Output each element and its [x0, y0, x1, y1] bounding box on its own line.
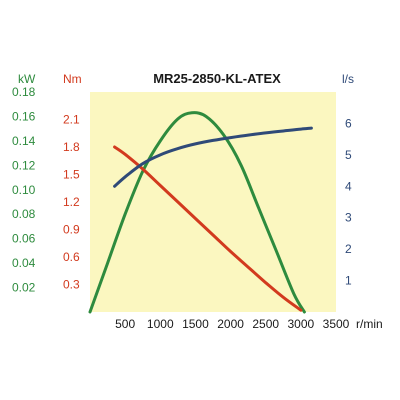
power-tick-label: 0.18: [12, 85, 36, 99]
plot-area: [90, 92, 336, 312]
flow-unit-label: l/s: [342, 72, 354, 86]
torque-unit-label: Nm: [63, 72, 82, 86]
x-tick-label: 3500: [323, 317, 350, 331]
x-tick-label: 2000: [217, 317, 244, 331]
flow-curve: [113, 126, 313, 188]
x-tick-label: 3000: [288, 317, 315, 331]
torque-tick-label: 1.8: [63, 140, 80, 154]
power-tick-label: 0.12: [12, 158, 36, 172]
torque-tick-label: 0.6: [63, 250, 80, 264]
torque-curve: [113, 145, 303, 312]
power-tick-label: 0.16: [12, 109, 36, 123]
chart-title: MR25-2850-KL-ATEX: [153, 71, 281, 86]
flow-tick-label: 3: [345, 211, 352, 225]
x-tick-label: 2500: [252, 317, 279, 331]
x-unit-label: r/min: [356, 317, 383, 331]
x-tick-label: 1500: [182, 317, 209, 331]
power-unit-label: kW: [18, 72, 36, 86]
power-tick-label: 0.02: [12, 281, 36, 295]
power-tick-label: 0.14: [12, 134, 36, 148]
torque-tick-label: 2.1: [63, 113, 80, 127]
x-tick-label: 500: [115, 317, 135, 331]
power-tick-label: 0.06: [12, 232, 36, 246]
torque-tick-label: 0.3: [63, 278, 80, 292]
torque-tick-label: 1.5: [63, 168, 80, 182]
power-tick-label: 0.10: [12, 183, 36, 197]
flow-tick-label: 6: [345, 116, 352, 130]
flow-tick-label: 4: [345, 179, 352, 193]
flow-tick-label: 5: [345, 148, 352, 162]
power-tick-label: 0.08: [12, 207, 36, 221]
flow-tick-label: 2: [345, 242, 352, 256]
flow-tick-label: 1: [345, 274, 352, 288]
torque-tick-label: 1.2: [63, 195, 80, 209]
power-curve: [88, 111, 306, 314]
power-tick-label: 0.04: [12, 256, 36, 270]
torque-tick-label: 0.9: [63, 223, 80, 237]
x-tick-label: 1000: [147, 317, 174, 331]
